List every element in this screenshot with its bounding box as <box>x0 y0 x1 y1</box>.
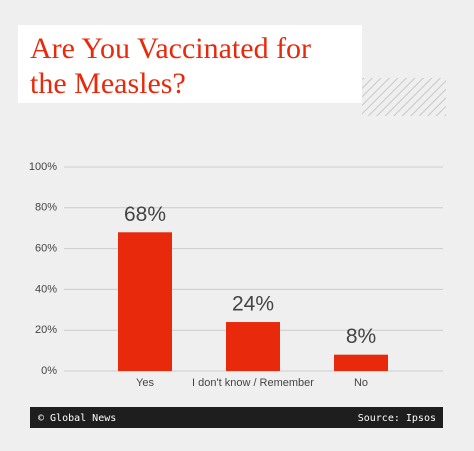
hatch-decoration <box>362 78 446 116</box>
chart-title: Are You Vaccinated for the Measles? <box>30 32 312 100</box>
y-tick-label: 80% <box>35 202 57 214</box>
footer-bar <box>30 407 443 428</box>
x-tick-label: Yes <box>136 377 154 389</box>
credit: © Global News <box>38 413 116 424</box>
y-tick-label: 0% <box>41 365 57 377</box>
x-tick-label: No <box>354 377 368 389</box>
value-label: 68% <box>124 203 166 226</box>
value-label: 8% <box>346 325 376 348</box>
bar <box>334 354 388 371</box>
value-label: 24% <box>232 293 274 316</box>
x-tick-label: I don't know / Remember <box>192 377 314 389</box>
title-box: Are You Vaccinated for the Measles? <box>18 25 362 103</box>
bar <box>118 232 172 371</box>
y-tick-label: 100% <box>29 161 57 173</box>
bar <box>226 322 280 371</box>
y-tick-label: 20% <box>35 324 57 336</box>
source: Source: Ipsos <box>358 413 436 424</box>
y-tick-label: 60% <box>35 243 57 255</box>
y-tick-label: 40% <box>35 283 57 295</box>
